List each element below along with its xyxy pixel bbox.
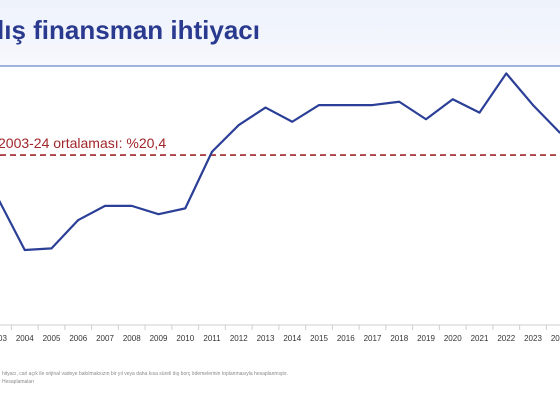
data-point — [157, 213, 160, 216]
data-point — [505, 72, 508, 75]
data-point — [451, 98, 454, 101]
x-tick-label: 2016 — [337, 334, 355, 343]
data-point — [130, 204, 133, 207]
x-tick-label: 2024 — [551, 334, 560, 343]
x-tick-label: 2003 — [0, 334, 7, 343]
x-tick-label: 2009 — [150, 334, 168, 343]
data-point — [50, 247, 53, 250]
data-point — [264, 106, 267, 109]
data-point — [237, 124, 240, 126]
x-tick-label: 2018 — [390, 334, 408, 343]
x-tick-label: 2007 — [96, 334, 114, 343]
data-point — [425, 118, 427, 121]
footnote-line-2: Hesaplamaları — [2, 379, 35, 385]
data-point — [23, 249, 26, 251]
data-point — [478, 111, 481, 114]
data-point — [318, 104, 320, 106]
title-divider — [0, 65, 560, 67]
data-point — [371, 104, 374, 106]
x-tick-label: 2004 — [16, 334, 34, 343]
x-tick-label: 2019 — [417, 334, 435, 343]
x-tick-label: 2012 — [230, 334, 248, 343]
x-tick-label: 2006 — [69, 334, 87, 343]
x-tick-label: 2014 — [283, 334, 301, 343]
x-tick-label: 2021 — [471, 334, 489, 343]
data-point — [291, 120, 294, 123]
x-tick-label: 2022 — [497, 334, 515, 343]
title-bar: lış finansman ihtiyacı — [0, 0, 560, 67]
data-point — [211, 150, 213, 153]
x-tick-label: 2020 — [444, 334, 462, 343]
series-line — [0, 72, 560, 252]
data-point — [532, 104, 534, 106]
x-tick-label: 2008 — [123, 334, 141, 343]
x-tick-label: 2005 — [43, 334, 61, 343]
x-tick-label: 2023 — [524, 334, 542, 343]
chart-footnotes: hityacı, cari açık ile orijinal vadeye b… — [2, 370, 558, 386]
x-tick-label: 2015 — [310, 334, 328, 343]
data-point — [77, 219, 80, 221]
data-point — [104, 204, 106, 207]
data-point — [184, 207, 187, 210]
data-point — [344, 104, 347, 106]
x-tick-label: 2010 — [176, 334, 194, 343]
data-point — [398, 100, 401, 103]
x-tick-label: 2013 — [257, 334, 275, 343]
slide-title: lış finansman ihtiyacı — [0, 15, 260, 45]
x-tick-label: 2017 — [364, 334, 382, 343]
footnote-line-1: hityacı, cari açık ile orijinal vadeye b… — [2, 371, 288, 377]
average-reference-label: 2003-24 ortalaması: %20,4 — [0, 135, 166, 151]
x-tick-label: 2011 — [203, 334, 221, 343]
